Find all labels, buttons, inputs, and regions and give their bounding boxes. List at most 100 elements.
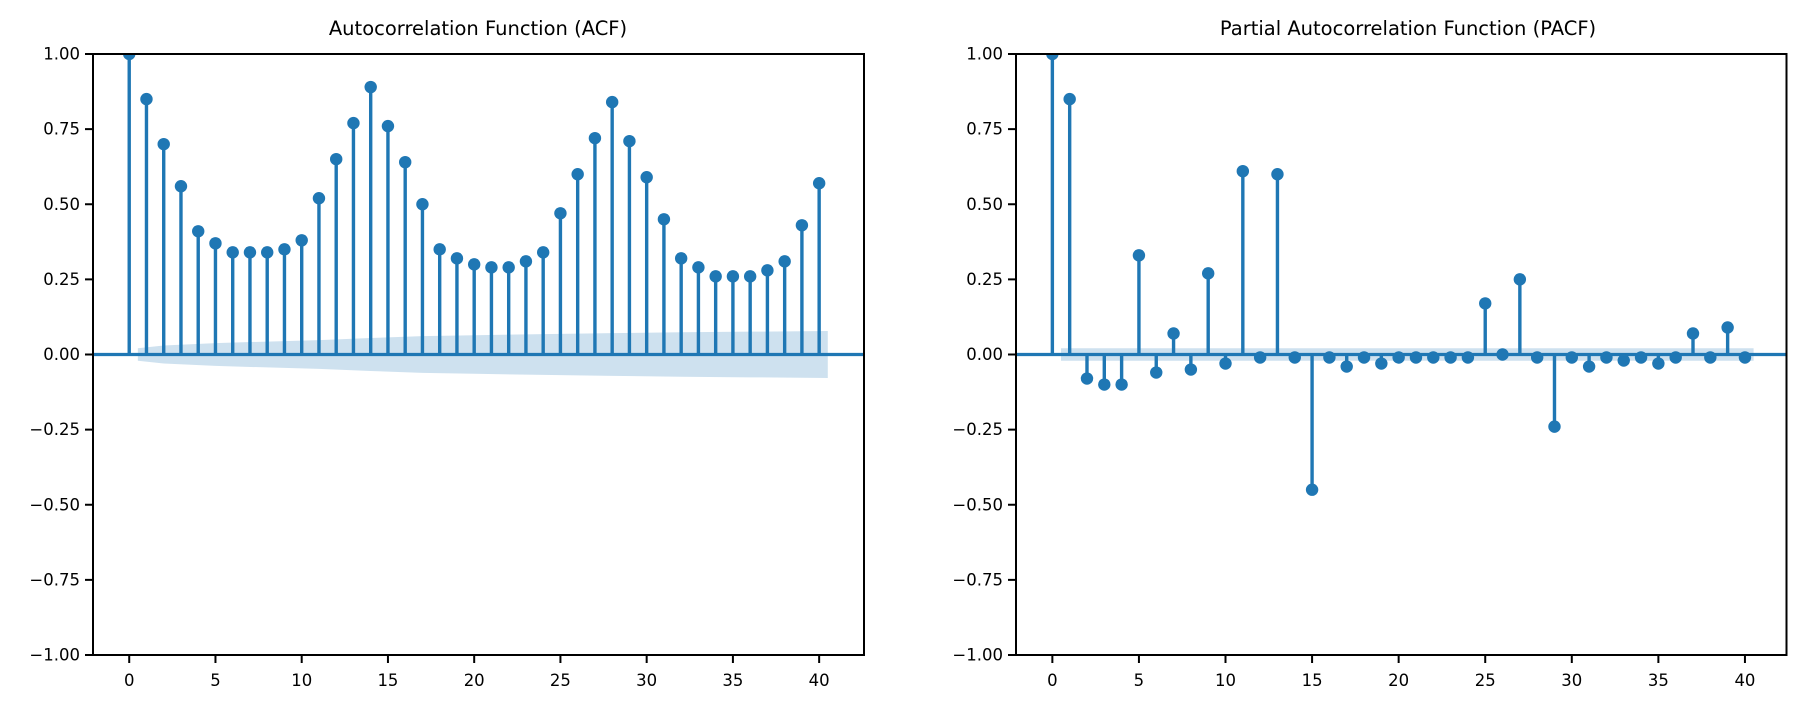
y-tick-label: −0.50 [29, 495, 80, 514]
marker-lag-14 [364, 80, 377, 94]
acf-plot-area: 1.00 0.75 0.50 0.25 0.00 −0.25 −0.50 −0.75 −1.00… [29, 45, 865, 690]
marker-lag-37 [761, 264, 774, 277]
y-tick-label: 0.75 [966, 120, 1003, 139]
marker-lag-0 [1046, 54, 1059, 61]
marker-lag-10 [1219, 357, 1232, 370]
marker-lag-26 [571, 168, 584, 181]
y-tick-label: −0.50 [952, 495, 1003, 514]
marker-lag-30 [1565, 351, 1578, 364]
marker-lag-16 [1323, 351, 1336, 364]
y-tick-label: 0.25 [43, 270, 80, 289]
marker-lag-28 [1530, 351, 1544, 364]
marker-lag-29 [623, 134, 636, 148]
marker-lag-27 [1513, 273, 1527, 286]
marker-lag-22 [502, 261, 515, 274]
marker-lag-20 [1392, 351, 1405, 364]
marker-lag-13 [1271, 168, 1284, 181]
y-tick-label: 0.25 [966, 270, 1003, 289]
y-tick-label: −1.00 [952, 646, 1003, 665]
marker-lag-1 [1063, 92, 1076, 106]
marker-lag-9 [278, 243, 291, 256]
x-tick-label: 20 [464, 671, 485, 690]
marker-lag-7 [1167, 327, 1180, 340]
marker-lag-19 [450, 252, 464, 265]
pacf-plot-area: 1.00 0.75 0.50 0.25 0.00 −0.25 −0.50 −0.75 −1.00… [952, 45, 1788, 690]
marker-lag-24 [536, 246, 550, 259]
x-tick-label: 15 [377, 671, 398, 690]
x-tick-label: 15 [1302, 671, 1323, 690]
marker-lag-32 [1600, 351, 1613, 364]
marker-lag-35 [1652, 357, 1665, 370]
y-tick-label: 1.00 [43, 45, 80, 64]
x-tick-label: 40 [1734, 671, 1755, 690]
marker-lag-12 [1253, 351, 1267, 364]
marker-lag-31 [1582, 360, 1596, 373]
marker-lag-13 [347, 116, 360, 130]
y-tick-label: 0.50 [966, 195, 1003, 214]
marker-lag-8 [261, 246, 274, 259]
marker-lag-17 [1340, 360, 1353, 373]
marker-lag-11 [312, 192, 326, 205]
marker-lag-19 [1375, 357, 1388, 370]
y-tick-label: 0.00 [966, 345, 1003, 364]
marker-lag-32 [674, 252, 688, 265]
x-tick-label: 10 [291, 671, 312, 690]
y-tick-label: −0.25 [29, 420, 80, 439]
marker-lag-28 [605, 95, 619, 109]
plot-data-layer [93, 54, 864, 378]
marker-lag-3 [1098, 378, 1111, 391]
y-tick-label: −0.25 [952, 420, 1003, 439]
marker-lag-21 [485, 261, 498, 274]
marker-lag-25 [554, 207, 567, 220]
marker-lag-0 [123, 54, 136, 61]
x-tick-label: 25 [1475, 671, 1496, 690]
marker-lag-6 [226, 246, 239, 259]
marker-lag-36 [1669, 351, 1682, 364]
marker-lag-27 [588, 131, 602, 145]
y-tick-label: 0.50 [43, 195, 80, 214]
acf-chart: 1.00 0.75 0.50 0.25 0.00 −0.25 −0.50 −0.75 −1.00… [0, 0, 903, 712]
marker-lag-4 [1115, 378, 1128, 391]
marker-lag-22 [1427, 351, 1440, 364]
marker-lag-40 [812, 177, 826, 190]
marker-lag-1 [140, 92, 153, 106]
marker-lag-8 [1184, 363, 1198, 376]
x-tick-label: 5 [1134, 671, 1145, 690]
plot-data-layer [1016, 54, 1787, 496]
marker-lag-38 [778, 255, 791, 268]
marker-lag-18 [433, 243, 446, 256]
pacf-chart: 1.00 0.75 0.50 0.25 0.00 −0.25 −0.50 −0.75 −1.00… [903, 0, 1807, 712]
marker-lag-4 [192, 225, 205, 238]
marker-lag-6 [1150, 366, 1163, 379]
marker-lag-33 [1617, 354, 1630, 367]
acf-title: Autocorrelation Function (ACF) [329, 17, 627, 40]
marker-lag-36 [743, 270, 757, 283]
marker-lag-17 [416, 198, 429, 211]
x-tick-label: 35 [1648, 671, 1669, 690]
marker-lag-3 [174, 180, 188, 193]
x-tick-label: 30 [1561, 671, 1582, 690]
marker-lag-16 [398, 155, 412, 169]
pacf-plot-svg: 1.00 0.75 0.50 0.25 0.00 −0.25 −0.50 −0.75 −1.00… [952, 17, 1788, 690]
x-tick-label: 5 [210, 671, 221, 690]
marker-lag-5 [1132, 249, 1146, 262]
pacf-title: Partial Autocorrelation Function (PACF) [1220, 17, 1596, 40]
marker-lag-20 [467, 258, 481, 271]
marker-lag-40 [1738, 351, 1752, 364]
marker-lag-37 [1686, 327, 1700, 340]
marker-lag-18 [1357, 351, 1371, 364]
marker-lag-39 [1721, 321, 1734, 334]
marker-lag-11 [1236, 164, 1250, 178]
y-tick-label: −0.75 [952, 570, 1003, 589]
x-tick-label: 25 [550, 671, 571, 690]
acf-plot-svg: 1.00 0.75 0.50 0.25 0.00 −0.25 −0.50 −0.75 −1.00… [29, 17, 865, 690]
marker-lag-9 [1201, 267, 1215, 280]
marker-lag-7 [243, 246, 257, 259]
marker-lag-23 [519, 255, 533, 268]
marker-lag-2 [157, 137, 170, 151]
marker-lag-35 [726, 270, 740, 283]
marker-lag-12 [330, 152, 343, 166]
x-tick-label: 30 [636, 671, 657, 690]
x-tick-label: 10 [1215, 671, 1236, 690]
